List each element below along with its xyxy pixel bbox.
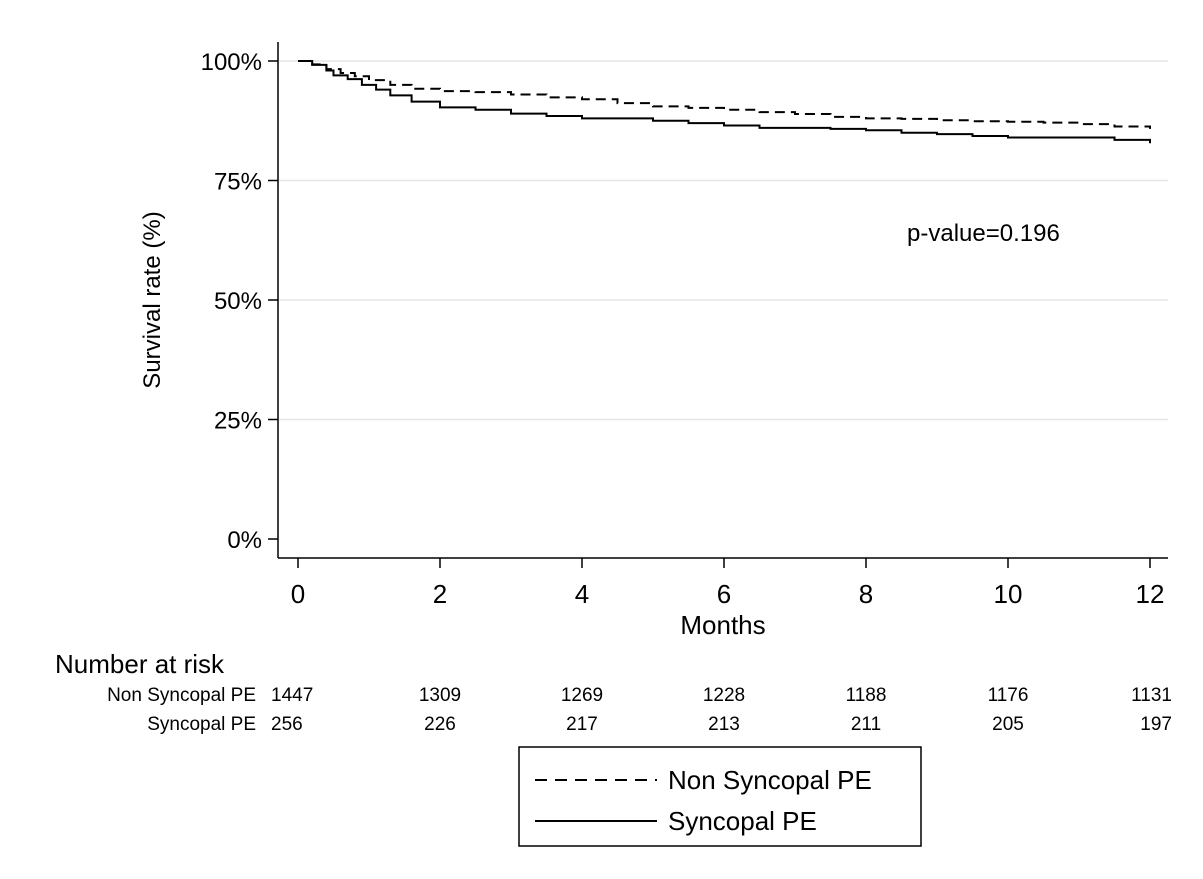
series-line-non-syncopal-pe [298, 60, 1151, 129]
risk-value-0-2: 1269 [561, 685, 603, 706]
p-value-annotation: p-value=0.196 [907, 220, 1060, 247]
risk-value-1-6: 197 [1140, 714, 1172, 735]
legend-label-non-syncopal: Non Syncopal PE [668, 765, 872, 795]
x-tick-label-10: 10 [994, 579, 1023, 609]
risk-value-1-5: 205 [992, 714, 1024, 735]
risk-value-1-4: 211 [851, 714, 881, 735]
legend-label-syncopal: Syncopal PE [668, 806, 817, 836]
risk-value-0-1: 1309 [419, 685, 461, 706]
gridlines [279, 60, 1168, 421]
risk-table-header: Number at risk [55, 649, 225, 679]
series-line-syncopal-pe [298, 60, 1151, 144]
x-tick-label-2: 2 [433, 579, 447, 609]
x-tick-label-4: 4 [575, 579, 589, 609]
y-tick-label-0: 0% [227, 527, 262, 554]
y-tick-label-50: 50% [214, 288, 262, 315]
risk-value-1-1: 226 [424, 714, 456, 735]
y-tick-label-75: 75% [214, 169, 262, 196]
x-tick-label-12: 12 [1136, 579, 1165, 609]
x-tick-label-6: 6 [717, 579, 731, 609]
risk-row-label-syncopal: Syncopal PE [147, 714, 256, 735]
legend: Non Syncopal PE Syncopal PE [518, 746, 922, 847]
risk-table-values: 1447 1309 1269 1228 1188 1176 1131 256 226 217 213… [271, 685, 1172, 735]
y-tick-label-100: 100% [201, 49, 262, 76]
survival-curves [298, 60, 1151, 144]
risk-value-0-4: 1188 [846, 685, 887, 706]
risk-value-1-0: 256 [271, 714, 303, 735]
x-axis-ticks: 0 2 4 6 8 10 12 [291, 558, 1165, 609]
risk-value-0-6: 1131 [1131, 685, 1172, 706]
risk-value-0-0: 1447 [271, 685, 313, 706]
legend-box [518, 746, 922, 847]
y-axis-label: Survival rate (%) [139, 211, 166, 388]
risk-value-1-2: 217 [566, 714, 598, 735]
risk-value-1-3: 213 [708, 714, 740, 735]
risk-value-0-3: 1228 [703, 685, 745, 706]
x-axis-label: Months [680, 610, 765, 640]
risk-value-0-5: 1176 [988, 685, 1029, 706]
y-tick-label-25: 25% [214, 408, 262, 435]
y-axis-ticks: 0% 25% 50% 75% 100% [201, 49, 278, 554]
risk-row-label-non-syncopal: Non Syncopal PE [107, 685, 256, 706]
x-tick-label-8: 8 [859, 579, 873, 609]
x-tick-label-0: 0 [291, 579, 305, 609]
